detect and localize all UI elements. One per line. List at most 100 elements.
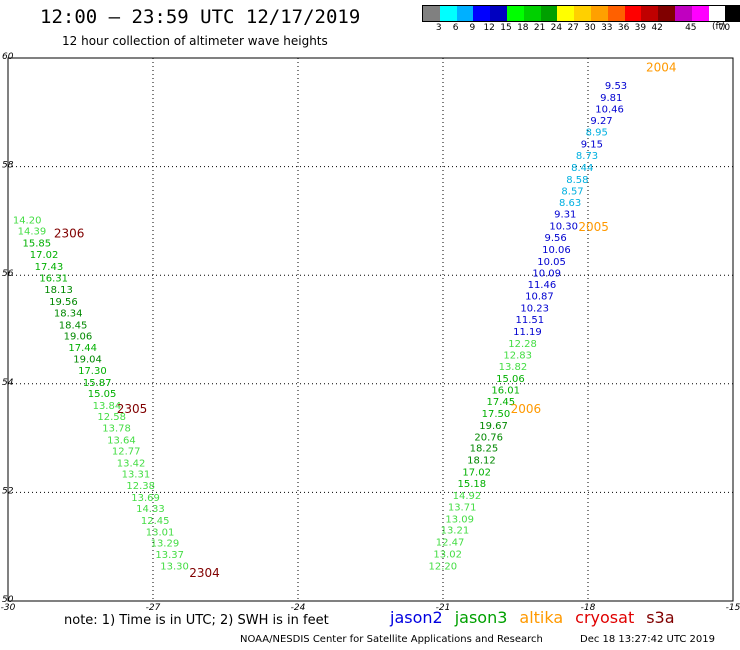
jason2-wave-height-label: 8.58 [566, 175, 588, 186]
jason3-wave-height-label: 18.13 [44, 285, 73, 296]
jason3-wave-height-label: 12.20 [429, 562, 458, 573]
jason3-wave-height-label: 14.92 [453, 491, 482, 502]
jason3-wave-height-label: 17.02 [462, 468, 491, 479]
jason3-wave-height-label: 13.09 [445, 514, 474, 525]
satellite-legend-cryosat: cryosat [575, 608, 635, 627]
pass-number-label: 2005 [578, 220, 609, 234]
jason2-wave-height-label: 10.09 [532, 268, 561, 279]
jason3-wave-height-label: 15.05 [88, 389, 117, 400]
x-tick-label: -15 [726, 603, 740, 613]
jason3-wave-height-label: 15.87 [83, 378, 112, 389]
jason2-wave-height-label: 8.95 [586, 128, 608, 139]
jason2-wave-height-label: 10.87 [525, 292, 554, 303]
page-title: 12:00 — 23:59 UTC 12/17/2019 [40, 6, 361, 28]
color-scale-label: 30 [584, 23, 596, 33]
jason3-wave-height-label: 14.33 [136, 504, 165, 515]
color-scale-label: 21 [533, 23, 546, 33]
jason3-wave-height-label: 13.42 [117, 458, 146, 469]
pass-number-label: 2004 [646, 61, 677, 75]
color-scale-label: 15 [500, 23, 512, 33]
jason3-wave-height-label: 16.31 [39, 274, 68, 285]
satellite-legend-s3a: s3a [646, 608, 675, 627]
jason3-wave-height-label: 19.06 [64, 331, 93, 342]
jason3-wave-height-label: 19.04 [73, 355, 102, 366]
jason2-wave-height-label: 11.46 [528, 280, 557, 291]
y-tick-label: 52 [2, 486, 14, 496]
color-scale-label: 36 [617, 23, 630, 33]
jason2-wave-height-label: 9.53 [605, 81, 627, 92]
color-scale-label: 45 [685, 23, 697, 33]
color-scale-label: 6 [452, 23, 459, 33]
jason3-wave-height-label: 12.28 [508, 339, 537, 350]
jason3-wave-height-label: 12.58 [97, 412, 126, 423]
satellite-legend-jason3: jason3 [454, 608, 508, 627]
jason2-wave-height-label: 11.51 [516, 315, 545, 326]
jason2-wave-height-label: 10.05 [537, 257, 566, 268]
pass-number-label: 2006 [511, 402, 542, 416]
jason3-wave-height-label: 14.39 [18, 226, 47, 237]
color-scale-label: 33 [601, 23, 613, 33]
color-scale-label: 18 [517, 23, 529, 33]
color-scale-bar [422, 5, 740, 22]
satellite-legend: jason2 jason3 altika cryosat s3a [390, 608, 687, 627]
jason2-wave-height-label: 9.15 [581, 140, 603, 151]
jason3-wave-height-label: 13.02 [433, 550, 462, 561]
jason3-wave-height-label: 13.82 [499, 362, 528, 373]
color-swatch [574, 6, 591, 21]
jason2-wave-height-label: 10.23 [520, 304, 549, 315]
jason2-wave-height-label: 8.73 [576, 151, 598, 162]
color-swatch [506, 6, 524, 21]
color-scale-label: 3 [435, 23, 442, 33]
jason3-wave-height-label: 19.67 [479, 421, 508, 432]
y-tick-label: 50 [2, 595, 14, 605]
jason3-wave-height-label: 15.06 [496, 374, 525, 385]
jason2-wave-height-label: 8.44 [571, 163, 593, 174]
jason3-wave-height-label: 12.38 [126, 481, 155, 492]
jason3-wave-height-label: 12.83 [503, 350, 532, 361]
credit-text: NOAA/NESDIS Center for Satellite Applica… [240, 634, 543, 645]
jason3-wave-height-label: 13.01 [146, 527, 175, 538]
color-swatch [456, 6, 474, 21]
jason3-wave-height-label: 12.47 [436, 538, 465, 549]
pass-number-label: 2304 [189, 566, 220, 580]
color-scale-label: 27 [567, 23, 579, 33]
plot-frame [7, 57, 734, 602]
jason3-wave-height-label: 13.21 [441, 526, 470, 537]
jason3-wave-height-label: 17.02 [30, 250, 59, 261]
color-scale-label: 24 [550, 23, 563, 33]
x-tick-label: -27 [146, 603, 161, 613]
color-swatch [624, 6, 642, 21]
color-swatch [590, 6, 608, 21]
jason3-wave-height-label: 14.20 [13, 216, 42, 227]
jason2-wave-height-label: 11.19 [513, 327, 542, 338]
jason2-wave-height-label: 8.63 [559, 198, 581, 209]
color-swatch [641, 6, 659, 21]
generated-timestamp: Dec 18 13:27:42 UTC 2019 [580, 634, 715, 645]
jason3-wave-height-label: 17.45 [487, 397, 516, 408]
jason3-wave-height-label: 13.30 [160, 562, 189, 573]
jason2-wave-height-label: 9.56 [545, 233, 567, 244]
footer-note: note: 1) Time is in UTC; 2) SWH is in fe… [64, 613, 329, 628]
jason3-wave-height-label: 13.29 [151, 539, 180, 550]
jason3-wave-height-label: 12.77 [112, 446, 141, 457]
x-tick-label: -24 [291, 603, 306, 613]
y-tick-label: 58 [2, 161, 14, 171]
jason3-wave-height-label: 15.18 [458, 479, 487, 490]
color-swatch [523, 6, 541, 21]
jason3-wave-height-label: 15.85 [23, 238, 52, 249]
jason3-wave-height-label: 18.25 [470, 444, 499, 455]
color-swatch [691, 6, 709, 21]
jason3-wave-height-label: 13.78 [102, 424, 131, 435]
page-subtitle: 12 hour collection of altimeter wave hei… [62, 34, 328, 48]
jason3-wave-height-label: 17.44 [68, 343, 97, 354]
jason3-wave-height-label: 13.71 [448, 502, 477, 513]
jason3-wave-height-label: 17.30 [78, 366, 107, 377]
jason2-wave-height-label: 9.27 [590, 116, 612, 127]
jason2-wave-height-label: 10.06 [542, 245, 571, 256]
jason3-wave-height-label: 20.76 [474, 432, 503, 443]
jason2-wave-height-label: 10.46 [595, 104, 624, 115]
pass-number-label: 2306 [54, 227, 85, 241]
y-tick-label: 60 [2, 52, 14, 62]
jason3-wave-height-label: 18.45 [59, 320, 88, 331]
